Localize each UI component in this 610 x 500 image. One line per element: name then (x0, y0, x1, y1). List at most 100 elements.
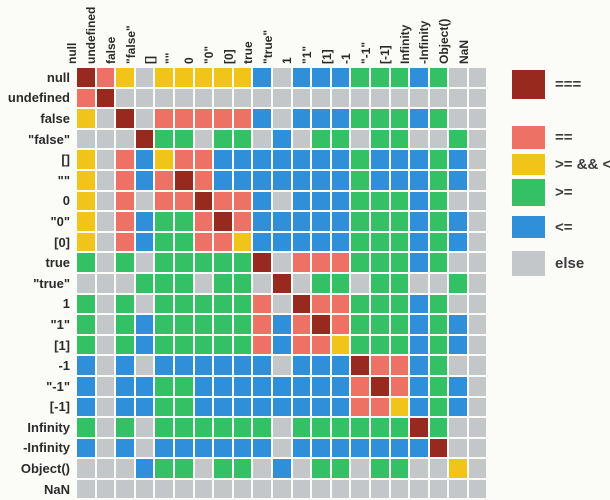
matrix-cell (429, 212, 448, 231)
matrix-cell (174, 397, 193, 417)
matrix-cell (116, 88, 134, 108)
matrix-cell (410, 273, 428, 293)
matrix-cell (233, 150, 252, 169)
matrix-cell (370, 315, 389, 334)
matrix-cell (214, 109, 232, 128)
matrix-cell (174, 459, 193, 478)
matrix-cell (155, 212, 173, 231)
row-label: "true" (33, 275, 70, 291)
matrix-cell (292, 232, 311, 252)
matrix-cell (96, 294, 115, 314)
matrix-cell (351, 253, 369, 272)
matrix-cell (312, 315, 330, 334)
matrix-cell (135, 335, 154, 355)
row-label: 1 (62, 296, 70, 312)
matrix-cell (194, 376, 213, 396)
matrix-cell (135, 191, 154, 211)
legend-label: else (555, 255, 585, 272)
matrix-cell (272, 376, 291, 396)
matrix-cell (292, 479, 311, 499)
matrix-cell (390, 376, 409, 396)
matrix-cell (390, 459, 409, 478)
matrix-cell (468, 253, 487, 272)
matrix-cell (155, 356, 173, 375)
matrix-cell (370, 88, 389, 108)
matrix-cell (449, 129, 467, 149)
matrix-cell (116, 315, 134, 334)
matrix-cell (410, 129, 428, 149)
matrix-cell (351, 88, 369, 108)
matrix-cell (390, 170, 409, 190)
matrix-cell (370, 397, 389, 417)
row-label: Infinity (27, 419, 70, 435)
matrix-cell (312, 150, 330, 169)
matrix-cell (449, 212, 467, 231)
matrix-cell (174, 129, 193, 149)
matrix-cell (155, 129, 173, 149)
matrix-cell (194, 253, 213, 272)
matrix-cell (233, 129, 252, 149)
matrix-cell (233, 109, 252, 128)
row-label: [-1] (49, 399, 70, 415)
legend-entry: >= (512, 179, 608, 206)
matrix-cell (410, 170, 428, 190)
matrix-cell (292, 253, 311, 272)
row-label: "false" (28, 131, 70, 147)
matrix-cell (351, 397, 369, 417)
matrix-cell (233, 273, 252, 293)
matrix-cell (410, 438, 428, 458)
matrix-cell (116, 170, 134, 190)
matrix-cell (331, 356, 350, 375)
matrix-cell (96, 212, 115, 231)
matrix-cell (370, 253, 389, 272)
matrix-cell (410, 479, 428, 499)
matrix-cell (174, 418, 193, 437)
matrix-cell (194, 232, 213, 252)
matrix-cell (174, 68, 193, 87)
row-label: Object() (20, 461, 70, 477)
matrix-cell (292, 356, 311, 375)
matrix-cell (96, 88, 115, 108)
matrix-cell (312, 459, 330, 478)
matrix-cell (116, 479, 134, 499)
matrix-cell (116, 253, 134, 272)
matrix-cell (370, 129, 389, 149)
matrix-cell (370, 170, 389, 190)
matrix-cell (468, 397, 487, 417)
matrix-cell (370, 376, 389, 396)
row-label: 0 (62, 193, 70, 209)
legend-color-chip (512, 179, 545, 206)
matrix-cell (351, 356, 369, 375)
column-label: NaN (456, 39, 471, 64)
matrix-cell (370, 479, 389, 499)
matrix-cell (292, 294, 311, 314)
matrix-cell (116, 232, 134, 252)
matrix-cell (116, 418, 134, 437)
matrix-cell (331, 273, 350, 293)
matrix-cell (194, 170, 213, 190)
matrix-cell (214, 418, 232, 437)
matrix-cell (449, 315, 467, 334)
matrix-cell (77, 232, 95, 252)
matrix-cell (253, 150, 271, 169)
matrix-cell (116, 109, 134, 128)
matrix-cell (135, 88, 154, 108)
matrix-cell (351, 232, 369, 252)
matrix-cell (390, 88, 409, 108)
matrix-cell (312, 129, 330, 149)
matrix-cell (429, 397, 448, 417)
matrix-cell (351, 129, 369, 149)
matrix-cell (272, 170, 291, 190)
matrix-cell (194, 438, 213, 458)
matrix-cell (155, 376, 173, 396)
matrix-cell (292, 191, 311, 211)
matrix-cell (135, 273, 154, 293)
matrix-cell (292, 68, 311, 87)
legend-color-chip (512, 70, 545, 99)
matrix-cell (194, 479, 213, 499)
matrix-cell (233, 68, 252, 87)
matrix-cell (214, 479, 232, 499)
matrix-cell (253, 397, 271, 417)
matrix-cell (233, 335, 252, 355)
